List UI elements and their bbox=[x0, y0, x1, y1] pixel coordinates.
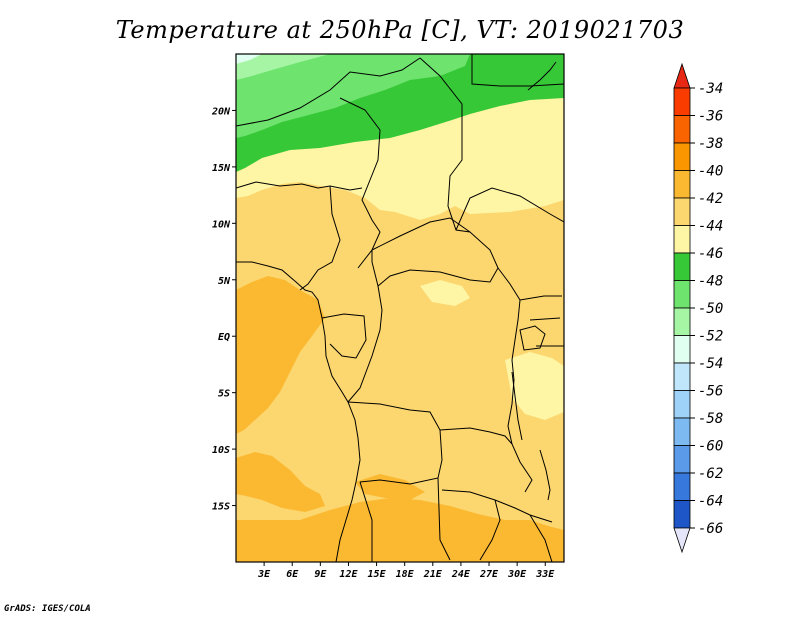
border-nigeria-cameroon bbox=[299, 185, 341, 291]
colorbar-label: -58 bbox=[698, 411, 723, 427]
colorbar-swatch bbox=[673, 197, 691, 226]
border-zimbabwe-mozambique bbox=[479, 499, 553, 562]
colorbar-label: -42 bbox=[698, 191, 723, 207]
colorbar-label: -62 bbox=[698, 466, 723, 482]
map-title: Temperature at 250hPa [C], VT: 201902170… bbox=[115, 16, 685, 44]
border-namibia-botswana bbox=[359, 477, 451, 562]
colorbar-swatch bbox=[673, 170, 691, 199]
colorbar-swatch bbox=[673, 500, 691, 529]
lat-label: 20N bbox=[211, 106, 231, 117]
lake-tanganyika bbox=[511, 371, 523, 441]
band-minus42-east-patch bbox=[505, 352, 564, 420]
coast-red-sea bbox=[527, 61, 557, 91]
border-sahara-north bbox=[236, 57, 421, 127]
colorbar-swatch bbox=[673, 142, 691, 171]
coast-mediterranean bbox=[471, 54, 564, 87]
lat-label: 5N bbox=[218, 276, 231, 287]
colorbar-label: -64 bbox=[698, 494, 723, 510]
band-minus46 bbox=[236, 54, 470, 138]
map-frame bbox=[235, 53, 565, 563]
lat-label: 15S bbox=[212, 502, 230, 513]
colorbar-swatch bbox=[673, 252, 691, 281]
colorbar-label: -60 bbox=[698, 439, 723, 455]
country-borders bbox=[236, 54, 564, 562]
border-car bbox=[371, 217, 499, 287]
lon-label: 33E bbox=[535, 569, 555, 580]
lat-label: 10S bbox=[212, 445, 230, 456]
border-sudan-south bbox=[455, 187, 564, 231]
colorbar-label: -38 bbox=[698, 136, 723, 152]
border-chad-west bbox=[339, 97, 381, 269]
colorbar-top-arrow bbox=[673, 62, 691, 89]
lon-label: 24E bbox=[451, 569, 471, 580]
colorbar-swatch bbox=[673, 115, 691, 144]
colorbar-swatch bbox=[673, 335, 691, 364]
colorbar-swatch bbox=[673, 445, 691, 474]
border-congo-drc bbox=[347, 285, 383, 403]
band-minus38-west bbox=[236, 276, 325, 434]
colorbar-label: -46 bbox=[698, 246, 723, 262]
band-minus38-southwest bbox=[236, 452, 325, 512]
lat-axis: 20N 15N 10N 5N EQ 5S 10S 15S bbox=[211, 106, 236, 513]
lon-label: 15E bbox=[368, 569, 387, 580]
colorbar-swatch bbox=[673, 390, 691, 419]
colorbar-label: -34 bbox=[698, 81, 723, 97]
coastline-west-africa bbox=[236, 261, 361, 562]
lon-label: 12E bbox=[339, 569, 358, 580]
colorbar-swatch bbox=[673, 307, 691, 336]
lon-label: 21E bbox=[423, 569, 443, 580]
colorbar-swatch bbox=[673, 417, 691, 446]
colorbar-label: -40 bbox=[698, 164, 723, 180]
colorbar-label: -48 bbox=[698, 274, 723, 290]
lon-label: 3E bbox=[257, 569, 271, 580]
colorbar-label: -52 bbox=[698, 329, 723, 345]
colorbar-swatch bbox=[673, 225, 691, 254]
lake-malawi bbox=[539, 449, 551, 501]
lon-label: 18E bbox=[396, 569, 415, 580]
lon-label: 30E bbox=[507, 569, 527, 580]
border-drc-zambia bbox=[439, 427, 513, 445]
colorbar-label: -44 bbox=[698, 219, 723, 235]
band-minus38-south bbox=[236, 498, 564, 562]
band-minus42-north-patch bbox=[420, 280, 470, 306]
lon-axis: 3E 6E 9E 12E 15E 18E 21E 24E 27E 30E 33E bbox=[257, 562, 555, 580]
lat-label: EQ bbox=[218, 332, 230, 343]
colorbar-label: -50 bbox=[698, 301, 723, 317]
colorbar-label: -56 bbox=[698, 384, 723, 400]
border-libya-sudan bbox=[419, 57, 471, 233]
band-minus52 bbox=[236, 54, 262, 64]
colorbar-swatch bbox=[673, 87, 691, 116]
border-zambia-zimbabwe bbox=[441, 489, 553, 523]
lat-label: 15N bbox=[212, 163, 231, 174]
colorbar-label: -66 bbox=[698, 521, 723, 537]
border-gabon bbox=[321, 313, 367, 359]
lake-victoria bbox=[519, 325, 546, 351]
lat-label: 10N bbox=[212, 219, 231, 230]
lat-label: 5S bbox=[218, 389, 230, 400]
colorbar-bottom-arrow bbox=[673, 527, 691, 554]
colorbar-swatch bbox=[673, 280, 691, 309]
colorbar: -34 -36 -38 -40 -42 -44 -46 -48 -50 -52 -54 -56 -58 -… bbox=[673, 62, 723, 554]
lon-label: 27E bbox=[479, 569, 499, 580]
lon-label: 9E bbox=[314, 569, 327, 580]
border-angola bbox=[347, 401, 443, 485]
temperature-field bbox=[236, 54, 564, 562]
colorbar-swatch bbox=[673, 362, 691, 391]
grads-credit: GrADS: IGES/COLA bbox=[4, 604, 91, 614]
lon-label: 6E bbox=[286, 569, 299, 580]
colorbar-label: -54 bbox=[698, 356, 723, 372]
border-niger-nigeria bbox=[236, 181, 363, 191]
colorbar-label: -36 bbox=[698, 109, 723, 125]
band-minus48 bbox=[236, 54, 330, 80]
colorbar-swatch bbox=[673, 472, 691, 501]
